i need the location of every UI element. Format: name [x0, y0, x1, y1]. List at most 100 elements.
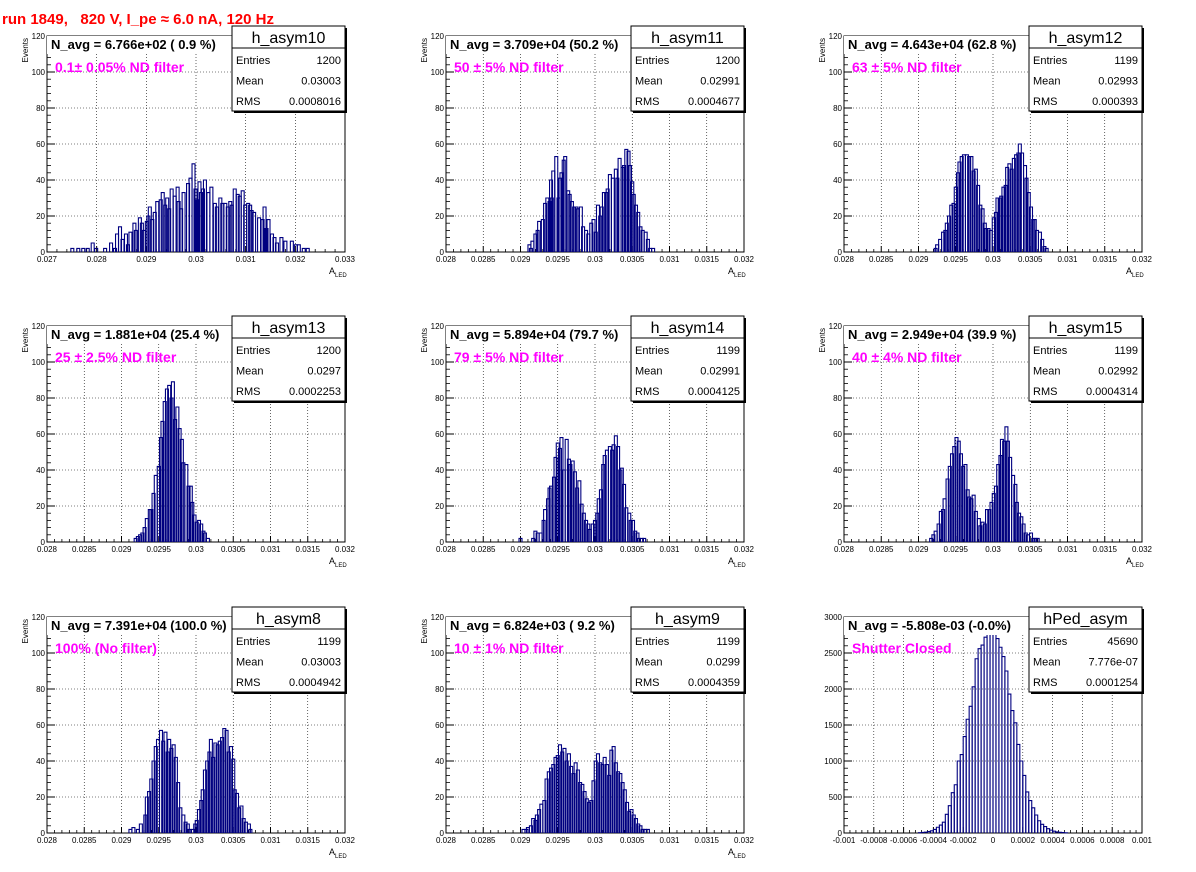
- filter-annotation: 25 ± 2.5% ND filter: [55, 349, 177, 365]
- y-tick-label: 60: [435, 721, 444, 730]
- histogram-bin: [151, 492, 156, 542]
- histogram-bin: [599, 206, 604, 252]
- histogram-bin: [601, 192, 606, 252]
- histogram-bin: [196, 809, 202, 833]
- y-tick-label: 2500: [824, 649, 842, 658]
- x-tick-label: 0.032: [285, 255, 306, 264]
- x-tick-label: 0.0305: [620, 545, 645, 554]
- y-tick-label: 100: [829, 358, 843, 367]
- histogram-bin: [553, 756, 558, 833]
- histogram-bin: [1007, 163, 1012, 252]
- histogram-panel-h_asym8: 0.028 0.0285 0.029 0.0295 0.03 0.0305 0.031 0.0…: [21, 606, 356, 860]
- histogram-bin: [1014, 154, 1019, 252]
- x-tick-label: 0.031: [1057, 255, 1078, 264]
- x-tick-label: 0.0315: [1093, 545, 1118, 554]
- x-tick-label: 0.0006: [1070, 836, 1095, 845]
- y-tick-label: 100: [32, 358, 46, 367]
- histogram-bin: [186, 485, 191, 542]
- histogram-bin: [213, 742, 218, 833]
- histogram-bin: [624, 148, 629, 252]
- run-title: run 1849, 820 V, I_pe ≈ 6.0 nA, 120 Hz: [2, 11, 274, 28]
- histogram-bin: [573, 762, 578, 833]
- histogram-bin: [582, 791, 587, 833]
- plot-title: N_avg = 7.391e+04 (100.0 %): [51, 618, 227, 633]
- histogram-bin: [205, 537, 210, 542]
- x-tick-label: 0.031: [659, 836, 680, 845]
- x-tick-label: 0.031: [260, 545, 281, 554]
- histogram-panel-h_asym9: 0.028 0.0285 0.029 0.0295 0.03 0.0305 0.031 0.0…: [420, 606, 755, 860]
- histogram-bin: [564, 760, 569, 833]
- stats-value-rms: 0.0002253: [289, 386, 341, 398]
- y-tick-label: 60: [36, 430, 45, 439]
- y-tick-label: 40: [833, 176, 842, 185]
- histogram-bin: [645, 828, 650, 833]
- histogram-bin: [205, 760, 210, 833]
- stats-value-mean: 0.02993: [1098, 76, 1138, 88]
- stats-label-mean: Mean: [635, 366, 663, 378]
- histogram-bin: [173, 419, 178, 542]
- stats-value-mean: 0.02991: [700, 76, 740, 88]
- histogram-bin: [190, 501, 195, 542]
- x-tick-label: 0.0295: [147, 545, 172, 554]
- filter-annotation: 50 ± 5% ND filter: [454, 59, 564, 75]
- histogram-bin: [165, 197, 170, 252]
- histogram-name: h_asym12: [1049, 30, 1123, 47]
- y-tick-label: 60: [833, 140, 842, 149]
- x-tick-label: 0.028: [834, 255, 855, 264]
- histogram-bin: [305, 247, 310, 252]
- histogram-bin: [1014, 501, 1019, 542]
- histogram-bin: [187, 828, 192, 833]
- histogram-bin: [139, 222, 144, 252]
- y-tick-label: 20: [833, 212, 842, 221]
- histogram-bin: [557, 744, 563, 833]
- histogram-bin: [540, 219, 545, 252]
- histogram-bin: [931, 534, 936, 542]
- histogram-bin: [580, 783, 585, 833]
- histogram-bin: [947, 465, 952, 542]
- x-tick-label: 0.028: [37, 545, 58, 554]
- y-tick-label: 100: [431, 358, 445, 367]
- title-background: [446, 617, 660, 635]
- histogram-bin: [185, 823, 190, 833]
- plot-title: N_avg = 3.709e+04 (50.2 %): [450, 37, 618, 52]
- x-tick-label: 0.031: [260, 836, 281, 845]
- histogram-bin: [941, 231, 946, 252]
- y-tick-label: 120: [32, 32, 46, 41]
- histogram-bin: [586, 523, 591, 542]
- histogram-bin: [1028, 206, 1034, 252]
- y-axis-label: Events: [420, 328, 429, 352]
- histogram-bin: [151, 760, 156, 833]
- histogram-name: h_asym11: [651, 30, 724, 47]
- histogram-bin: [575, 769, 580, 833]
- histogram-bin: [954, 437, 959, 542]
- histogram-bin: [181, 814, 186, 833]
- x-tick-label: 0.0295: [546, 255, 571, 264]
- histogram-bin: [234, 792, 240, 833]
- histogram-bin: [989, 501, 994, 542]
- histogram-panel-h_asym12: 0.028 0.0285 0.029 0.0295 0.03 0.0305 0.031 0.0…: [818, 25, 1153, 279]
- histogram-bin: [584, 519, 589, 542]
- x-tick-label: 0.0008: [1100, 836, 1125, 845]
- x-tick-label: -0.0006: [890, 836, 918, 845]
- x-tick-label: 0.029: [908, 255, 929, 264]
- histogram-bin: [228, 746, 234, 833]
- y-tick-label: 3000: [824, 613, 842, 622]
- histogram-bin: [222, 728, 227, 833]
- histogram-bin: [986, 228, 991, 252]
- histogram-bin: [640, 828, 645, 833]
- plot-title: N_avg = -5.808e-03 (-0.0%): [848, 618, 1011, 633]
- stats-label-rms: RMS: [635, 96, 659, 108]
- stats-value-rms: 0.0004125: [688, 386, 740, 398]
- stats-value-rms: 0.0004359: [688, 677, 740, 689]
- histogram-bin: [627, 810, 632, 833]
- histogram-bin: [555, 442, 560, 542]
- histogram-bin: [995, 197, 1000, 252]
- histogram-bin: [232, 789, 237, 833]
- y-tick-label: 0: [440, 248, 445, 257]
- stats-label-mean: Mean: [236, 76, 264, 88]
- histogram-bin: [194, 819, 199, 833]
- histogram-bin: [1032, 219, 1037, 252]
- histogram-bin: [160, 420, 165, 542]
- histogram-bin: [564, 438, 569, 542]
- histogram-bin: [982, 222, 987, 252]
